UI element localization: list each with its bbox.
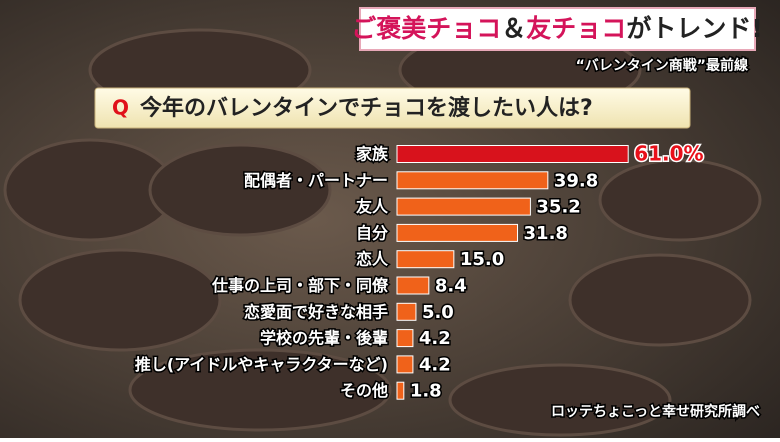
value-label: 8.4 [435,276,467,297]
bar [396,329,414,348]
subtitle: “バレンタイン商戦”最前線 [576,57,748,74]
bar [396,250,455,269]
bar [396,355,414,374]
question: 今年のバレンタインでチョコを渡したい人は? [140,95,593,121]
category-label: 家族 [356,145,389,164]
question-marker: Q [112,96,129,120]
headline-part: 友チョコ [526,14,626,43]
value-label: 15.0 [460,249,504,270]
question-box [94,87,691,129]
value-label: 5.0 [422,302,454,323]
value-label: 31.8 [524,223,568,244]
bar [396,197,531,216]
headline-part: ご褒美チョコ [351,14,501,43]
value-label: 1.8 [410,381,442,402]
bar [396,171,549,190]
value-label: 39.8 [554,170,598,191]
category-label: 学校の先輩・後輩 [260,329,388,348]
category-label: その他 [340,381,388,400]
value-label: 4.2 [419,328,451,349]
source: ロッテちょこっと幸せ研究所調べ [551,403,760,420]
category-label: 恋愛面で好きな相手 [244,302,388,321]
headline: ご褒美チョコ＆友チョコがトレンド! [351,14,762,43]
category-label: 自分 [356,223,388,242]
category-label: 恋人 [356,250,389,269]
category-label: 仕事の上司・部下・同僚 [211,276,389,295]
category-label: 配偶者・パートナー [244,171,388,190]
value-label: 61.0% [634,142,703,166]
bar [396,223,519,242]
headline-box [359,7,756,51]
headline-part: がトレンド! [626,14,762,43]
value-label: 4.2 [419,354,451,375]
category-label: 友人 [356,197,389,216]
value-label: 35.2 [536,197,580,218]
bar [396,381,405,400]
bar [396,276,430,295]
category-label: 推し(アイドルやキャラクターなど) [135,355,388,374]
headline-part: ＆ [501,14,526,43]
bar [396,302,417,321]
bar [396,145,629,163]
